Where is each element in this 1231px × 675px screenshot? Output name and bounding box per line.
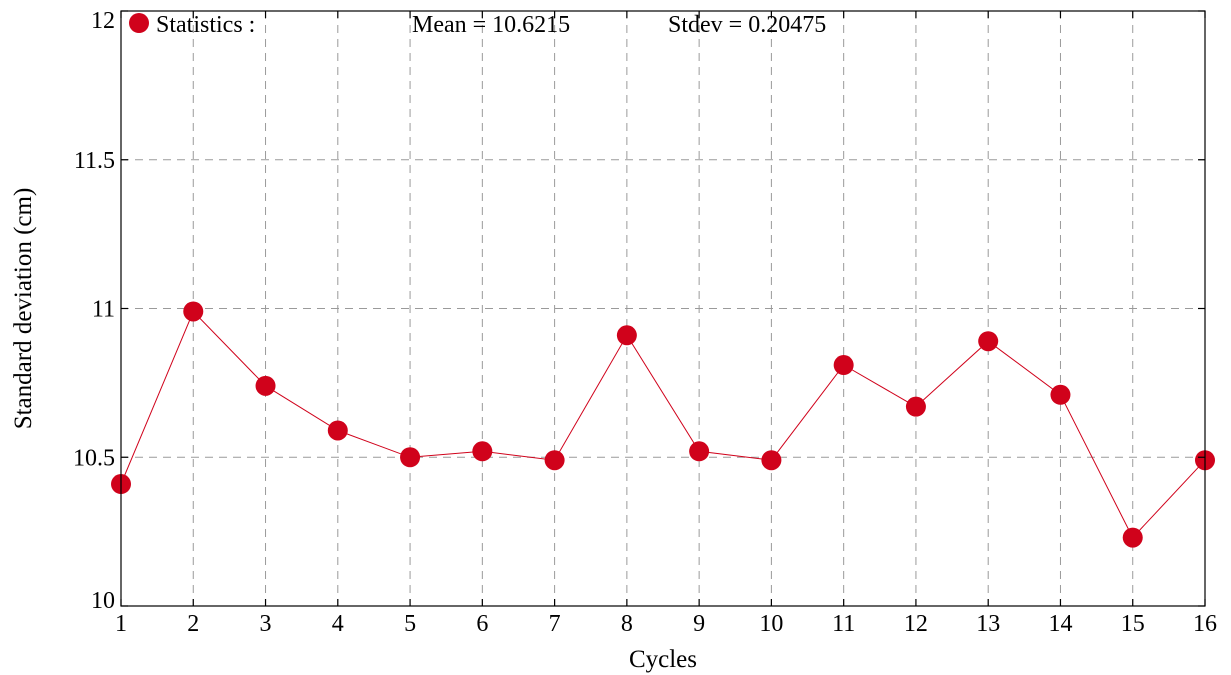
- x-tick-label: 16: [1193, 611, 1217, 637]
- y-axis-title: Standard deviation (cm): [10, 188, 37, 430]
- ticks: [120, 10, 1206, 607]
- x-axis-title: Cycles: [629, 646, 697, 673]
- data-point: [905, 396, 926, 417]
- x-tick-label: 10: [759, 611, 783, 637]
- series-line: [120, 310, 1206, 539]
- data-point: [761, 450, 782, 471]
- data-point: [183, 301, 204, 322]
- data-point: [255, 375, 276, 396]
- y-tick-label: 12: [91, 8, 115, 34]
- plot-frame: [120, 10, 1206, 607]
- legend-marker: [129, 13, 149, 33]
- data-point: [400, 447, 421, 468]
- data-point: [544, 450, 565, 471]
- y-tick-label: 10.5: [73, 445, 115, 471]
- x-tick-label: 8: [621, 611, 633, 637]
- x-tick-label: 4: [332, 611, 344, 637]
- legend-statistics-label: Statistics :: [156, 12, 255, 38]
- legend-mean: Mean = 10.6215: [412, 12, 570, 38]
- data-point: [833, 355, 854, 376]
- y-tick-label: 11: [92, 297, 115, 323]
- legend: Statistics : Mean = 10.6215 Stdev = 0.20…: [129, 12, 826, 38]
- x-tick-label: 2: [187, 611, 199, 637]
- legend-stdev: Stdev = 0.20475: [668, 12, 826, 38]
- x-tick-label: 3: [260, 611, 272, 637]
- data-point: [1050, 384, 1071, 405]
- series-layer: [111, 301, 1215, 548]
- x-tick-label: 13: [976, 611, 1000, 637]
- x-tick-label: 15: [1121, 611, 1145, 637]
- x-tick-label: 9: [693, 611, 705, 637]
- data-point: [472, 441, 493, 462]
- data-point: [978, 331, 999, 352]
- data-point: [689, 441, 710, 462]
- y-tick-label: 11.5: [74, 148, 115, 174]
- x-tick-label: 6: [476, 611, 488, 637]
- x-tick-label: 11: [832, 611, 855, 637]
- x-tick-label: 1: [115, 611, 127, 637]
- x-tick-label: 14: [1048, 611, 1072, 637]
- data-point: [616, 325, 637, 346]
- grid: [121, 11, 1205, 606]
- x-tick-label: 5: [404, 611, 416, 637]
- data-point: [327, 420, 348, 441]
- y-tick-label: 10: [91, 588, 115, 614]
- x-tick-label: 12: [904, 611, 928, 637]
- data-point: [1122, 527, 1143, 548]
- x-tick-label: 7: [549, 611, 561, 637]
